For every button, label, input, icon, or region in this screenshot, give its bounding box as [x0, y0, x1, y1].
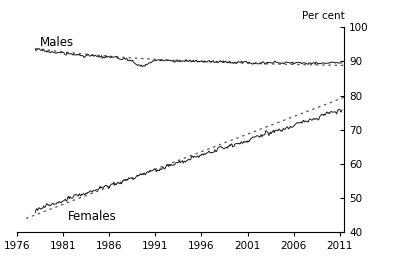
- Text: Males: Males: [40, 36, 74, 49]
- Text: Per cent: Per cent: [302, 11, 344, 21]
- Text: Females: Females: [68, 210, 116, 223]
